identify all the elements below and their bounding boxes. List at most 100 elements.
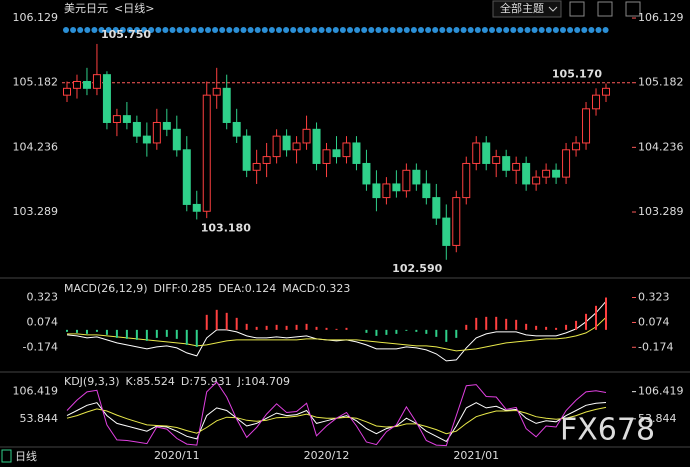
candle-body	[382, 183, 391, 199]
y-tick-label-right: -0.174	[638, 340, 673, 353]
candle-body	[322, 149, 331, 164]
event-dot	[183, 27, 190, 33]
event-dot	[524, 27, 531, 33]
event-dot	[162, 27, 169, 33]
event-dot	[311, 27, 318, 33]
event-dot	[503, 27, 510, 33]
event-dot	[567, 27, 574, 33]
candle-body	[142, 135, 151, 144]
event-dot	[126, 27, 133, 33]
tool-button[interactable]	[625, 1, 641, 17]
event-dot	[318, 27, 325, 33]
event-dot	[425, 27, 432, 33]
event-dot	[176, 27, 183, 33]
event-dot	[595, 27, 602, 33]
event-dot	[560, 27, 566, 33]
candle-body	[162, 121, 171, 130]
event-dot	[304, 27, 311, 33]
event-dot	[112, 27, 119, 33]
event-dot	[446, 27, 453, 33]
tool-button[interactable]	[569, 1, 585, 17]
menu-arrow	[548, 6, 558, 12]
event-dot	[545, 27, 552, 33]
event-dot	[496, 27, 503, 33]
event-dot	[254, 27, 261, 33]
candle-body	[442, 217, 451, 246]
candle-body	[592, 94, 601, 110]
panel-subtitle: <日线>	[114, 1, 154, 15]
candle-body	[242, 135, 251, 171]
event-dot	[538, 27, 545, 33]
event-dot	[77, 27, 84, 33]
event-dot	[410, 27, 417, 33]
event-dot	[432, 27, 439, 33]
event-dot	[389, 27, 396, 33]
candle-body	[282, 135, 291, 151]
candle-body	[552, 169, 561, 178]
menu-label[interactable]: 全部主题	[500, 1, 544, 15]
legend-entry: MACD:0.323	[282, 282, 350, 295]
candle-body	[602, 87, 610, 96]
candle-body	[412, 169, 421, 185]
event-dot	[226, 27, 233, 33]
candle-body	[582, 108, 591, 144]
event-dot	[233, 27, 240, 33]
event-dot	[70, 27, 77, 33]
candle-body	[402, 169, 411, 192]
candle-body	[312, 128, 321, 164]
event-dot	[148, 27, 155, 33]
event-dot	[219, 27, 226, 33]
y-tick-label: 0.323	[27, 291, 59, 304]
candle-body	[482, 142, 491, 164]
toolbar: 全部主题	[492, 0, 641, 18]
event-dot	[91, 27, 98, 33]
candle-body	[212, 87, 221, 96]
candle-body	[332, 149, 341, 158]
event-dot	[588, 27, 595, 33]
y-tick-label: 53.844	[20, 412, 59, 425]
event-dot	[382, 27, 389, 33]
event-dot	[368, 27, 375, 33]
event-dot	[105, 27, 112, 33]
candle-body	[572, 142, 581, 151]
candle-body	[492, 156, 501, 164]
y-tick-label-right: 103.289	[638, 205, 684, 218]
event-dot	[325, 27, 332, 33]
candle-body	[252, 162, 261, 171]
candle-body	[232, 121, 241, 137]
y-tick-label-right: 104.236	[638, 140, 684, 153]
candle-body	[72, 80, 81, 89]
candle-body	[152, 121, 161, 144]
y-tick-label-right: 0.323	[638, 291, 670, 304]
event-dot	[354, 27, 361, 33]
event-dot	[510, 27, 517, 33]
candle-body	[102, 74, 111, 123]
y-tick-label: 104.236	[13, 140, 59, 153]
candle-body	[192, 203, 201, 212]
annotation: 105.750	[101, 28, 151, 41]
candle-body	[532, 176, 541, 185]
candle-body	[262, 156, 271, 164]
candle-body	[302, 128, 311, 144]
event-dot	[453, 27, 460, 33]
event-dot	[169, 27, 176, 33]
event-dot	[361, 27, 368, 33]
menu-box[interactable]	[492, 0, 562, 18]
event-dot	[268, 27, 275, 33]
legend-entry: DEA:0.124	[218, 282, 276, 295]
event-dot	[460, 27, 467, 33]
candle-body	[372, 183, 381, 199]
event-dot	[489, 27, 495, 33]
indicator-line	[66, 402, 607, 443]
event-dot	[531, 27, 538, 33]
tool-button[interactable]	[597, 1, 613, 17]
period-tab[interactable]: 日线	[15, 449, 37, 463]
candle-body	[422, 183, 431, 199]
event-dot	[517, 27, 524, 33]
candle-body	[63, 87, 71, 96]
event-dot	[297, 27, 304, 33]
candle-body	[462, 162, 471, 199]
legend-entry: J:104.709	[237, 375, 290, 388]
candle-body	[292, 142, 301, 151]
